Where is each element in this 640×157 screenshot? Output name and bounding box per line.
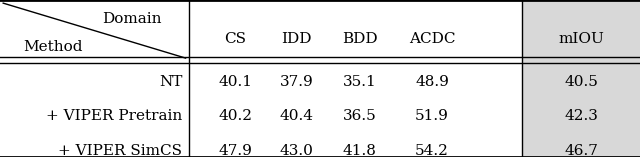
Text: ACDC: ACDC bbox=[409, 32, 455, 46]
Text: 47.9: 47.9 bbox=[219, 144, 252, 157]
Text: 41.8: 41.8 bbox=[343, 144, 376, 157]
Text: 43.0: 43.0 bbox=[280, 144, 313, 157]
Text: 54.2: 54.2 bbox=[415, 144, 449, 157]
FancyBboxPatch shape bbox=[522, 0, 640, 157]
Text: 42.3: 42.3 bbox=[564, 109, 598, 123]
Text: 40.2: 40.2 bbox=[218, 109, 253, 123]
Text: IDD: IDD bbox=[281, 32, 312, 46]
Text: 40.5: 40.5 bbox=[564, 75, 598, 89]
Text: 46.7: 46.7 bbox=[564, 144, 598, 157]
Text: 40.4: 40.4 bbox=[279, 109, 314, 123]
Text: 51.9: 51.9 bbox=[415, 109, 449, 123]
Text: Method: Method bbox=[23, 40, 83, 54]
Text: + VIPER Pretrain: + VIPER Pretrain bbox=[46, 109, 182, 123]
Text: BDD: BDD bbox=[342, 32, 378, 46]
Text: 37.9: 37.9 bbox=[280, 75, 313, 89]
Text: CS: CS bbox=[225, 32, 246, 46]
Text: 40.1: 40.1 bbox=[218, 75, 253, 89]
Text: NT: NT bbox=[159, 75, 182, 89]
Text: 48.9: 48.9 bbox=[415, 75, 449, 89]
Text: 36.5: 36.5 bbox=[343, 109, 376, 123]
Text: 35.1: 35.1 bbox=[343, 75, 376, 89]
Text: mIOU: mIOU bbox=[558, 32, 604, 46]
Text: + VIPER SimCS: + VIPER SimCS bbox=[58, 144, 182, 157]
Text: Domain: Domain bbox=[102, 12, 162, 26]
